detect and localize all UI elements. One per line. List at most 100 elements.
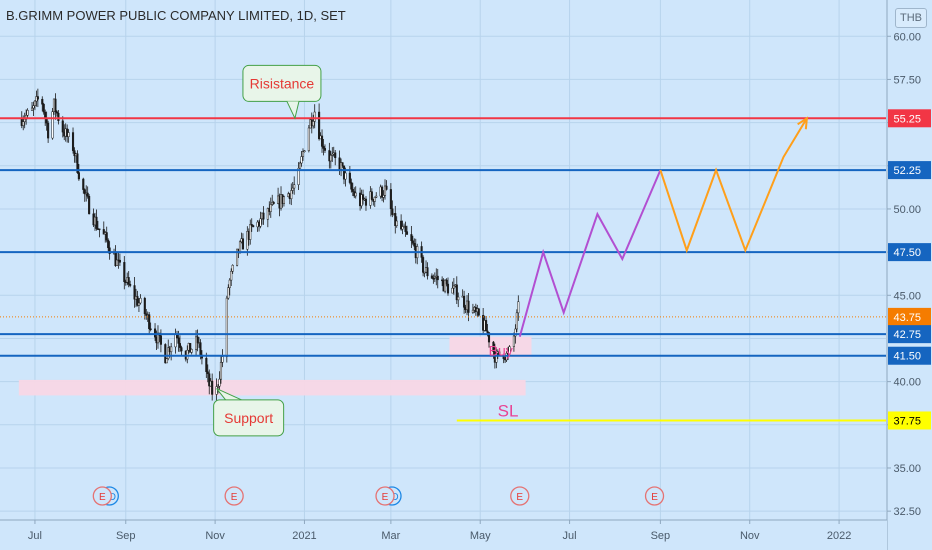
level-badge-label: 42.75 (893, 329, 921, 341)
candle-body (508, 346, 511, 355)
candle-body (190, 349, 193, 353)
candle-body (293, 184, 296, 189)
candle-body (54, 98, 57, 113)
candle-body (167, 347, 170, 359)
candle-body (373, 197, 376, 202)
candle-body (351, 188, 354, 192)
candle-body (436, 275, 439, 281)
earnings-marker (510, 486, 530, 506)
candle-body (95, 216, 98, 229)
candle-body (389, 189, 392, 209)
candle-body (422, 257, 425, 273)
candle-body (350, 182, 353, 190)
candle-body (342, 165, 346, 180)
price-tick-label: 50.00 (893, 204, 921, 216)
candle-body (149, 328, 152, 331)
candle-body (410, 234, 413, 241)
candle-body (404, 225, 407, 232)
level-badge-55.25 (888, 109, 931, 128)
candle-body (467, 300, 470, 313)
candle-body (108, 247, 111, 254)
time-tick-label: Jul (28, 530, 42, 542)
candle-body (370, 191, 373, 200)
candle-body (156, 332, 160, 344)
candle-body (463, 295, 466, 308)
candle-body (300, 156, 303, 164)
candle-body (164, 344, 167, 364)
candle-body (206, 371, 209, 374)
support-label: Support (224, 410, 273, 426)
candle-body (405, 231, 409, 235)
zone-1 (449, 336, 532, 358)
candle-body (102, 229, 105, 235)
dividend-marker-label: D (109, 492, 116, 503)
candle-body (395, 220, 398, 227)
candle-body (159, 335, 162, 345)
candles (20, 88, 520, 402)
candle-body (266, 208, 269, 220)
candle-body (312, 121, 315, 127)
candle-body (445, 279, 448, 285)
candle-body (123, 262, 126, 282)
candle-body (88, 196, 91, 215)
candle-body (401, 226, 404, 230)
candle-body (344, 172, 347, 180)
candle-body (215, 386, 218, 395)
level-badge-43.75 (888, 307, 931, 326)
candle-body (262, 212, 265, 220)
candle-body (411, 240, 414, 244)
candle-body (455, 284, 458, 301)
currency-badge[interactable]: THB (895, 8, 927, 28)
candle-body (259, 218, 262, 227)
earnings-marker (224, 486, 244, 506)
price-tick-label: 32.50 (893, 506, 921, 518)
candle-body (485, 320, 488, 332)
candle-body (269, 204, 272, 212)
candle-body (323, 148, 327, 151)
candle-body (446, 283, 450, 294)
candle-body (82, 178, 85, 190)
candle-body (250, 224, 253, 226)
candle-body (115, 259, 119, 266)
candle-body (383, 185, 387, 196)
price-tick-label: 60.00 (893, 31, 921, 43)
candle-body (216, 385, 220, 388)
candle-body (303, 150, 306, 153)
candle-body (22, 121, 25, 126)
candle-body (413, 243, 416, 247)
support-callout (213, 399, 285, 437)
candle-body (129, 284, 132, 286)
candle-body (180, 347, 183, 352)
resistance-label: Risistance (250, 75, 315, 91)
candle-body (385, 185, 388, 190)
candle-body (127, 277, 130, 285)
candle-body (199, 342, 202, 356)
candle-body (170, 346, 173, 353)
candle-body (228, 279, 231, 288)
time-tick-label: Jul (563, 530, 577, 542)
candle-body (334, 152, 337, 159)
time-tick-label: 2021 (292, 530, 316, 542)
candle-body (517, 301, 520, 314)
earnings-marker-label: E (382, 492, 389, 503)
candle-body (44, 111, 47, 119)
candle-body (452, 285, 455, 289)
buy-label: Buy (489, 342, 513, 358)
candle-body (246, 231, 249, 250)
candle-body (361, 194, 365, 200)
candle-body (249, 224, 252, 240)
projection-purple (518, 169, 662, 338)
time-tick-label: May (470, 530, 491, 542)
candle-body (26, 110, 29, 116)
candle-body (154, 328, 157, 338)
candle-body (133, 285, 136, 300)
candle-body (67, 132, 70, 137)
price-tick-label: 35.00 (893, 463, 921, 475)
candle-body (486, 330, 489, 333)
candle-body (86, 192, 89, 197)
candle-body (433, 276, 436, 279)
candle-body (360, 194, 363, 207)
candle-body (329, 155, 332, 162)
price-tick-label: 57.50 (893, 74, 921, 86)
